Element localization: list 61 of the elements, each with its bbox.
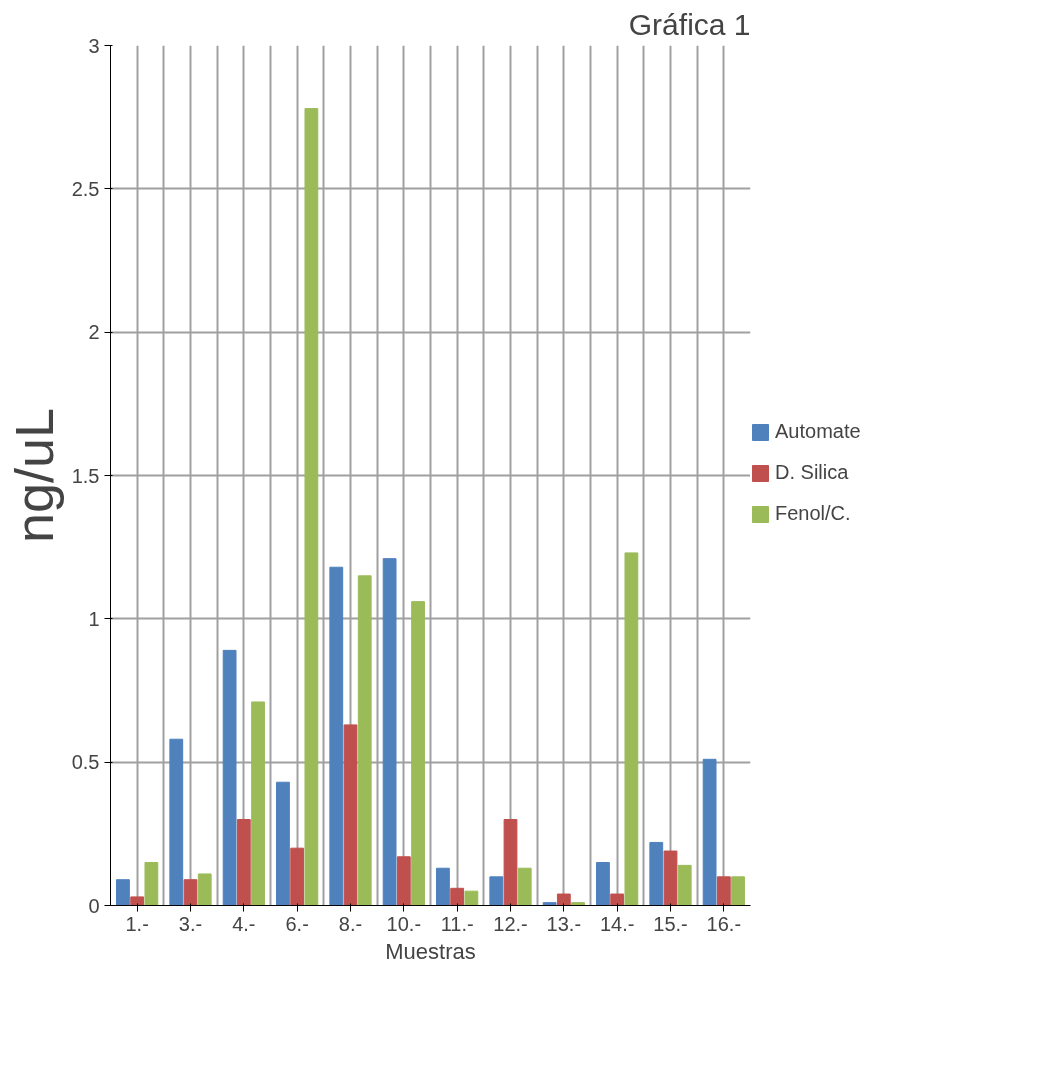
x-tick-label: 14.- <box>599 912 635 935</box>
bar <box>716 876 731 906</box>
bar <box>382 558 397 906</box>
x-tick-label: 6.- <box>285 912 309 935</box>
bar <box>702 758 717 906</box>
bar <box>649 841 664 906</box>
x-tick-label: 12.- <box>493 912 528 935</box>
bar <box>436 867 450 906</box>
bar <box>464 890 479 906</box>
bar <box>517 867 532 906</box>
x-tick-label: 4.- <box>232 912 256 935</box>
legend-label: Fenol/C. <box>775 502 851 525</box>
y-tick-label: 0 <box>88 894 100 917</box>
bar <box>624 552 639 906</box>
bar <box>489 876 504 906</box>
bar <box>542 902 557 906</box>
bar <box>450 887 465 906</box>
bar <box>130 896 145 906</box>
x-tick-label: 16.- <box>706 912 742 935</box>
legend-label: D. Silica <box>775 461 849 484</box>
chart-title: Gráfica 1 <box>628 7 751 41</box>
x-tick-label: 1.- <box>125 912 149 935</box>
bar <box>144 862 159 906</box>
bar <box>596 862 610 906</box>
x-tick-label: 11.- <box>440 912 474 935</box>
bar <box>396 856 411 906</box>
bar <box>251 701 265 906</box>
y-tick-label: 2.5 <box>71 177 100 200</box>
bar <box>663 850 678 906</box>
bar <box>197 873 212 906</box>
bar <box>571 902 585 906</box>
bar <box>290 847 305 906</box>
bar <box>183 879 198 906</box>
bar <box>731 876 745 906</box>
x-tick-label: 13.- <box>546 912 582 935</box>
bar <box>304 108 319 906</box>
y-axis-title: ng/uL <box>3 407 64 544</box>
bar <box>169 738 184 906</box>
bar <box>503 819 518 906</box>
bar <box>329 566 344 906</box>
x-axis-title: Muestras <box>385 938 476 964</box>
bar <box>556 893 571 906</box>
bar <box>411 601 425 906</box>
bar <box>236 819 251 906</box>
y-tick-label: 2 <box>88 321 100 344</box>
x-tick-label: 15.- <box>653 912 688 935</box>
y-tick-label: 1 <box>88 607 100 630</box>
x-tick-label: 8.- <box>338 912 363 935</box>
bar <box>222 649 237 906</box>
x-tick-label: 10.- <box>386 912 422 935</box>
bar <box>276 781 290 906</box>
bar <box>357 575 372 906</box>
bar <box>610 893 625 906</box>
legend-label: Automate <box>775 420 861 443</box>
x-tick-label: 3.- <box>178 912 203 935</box>
y-tick-label: 1.5 <box>71 464 100 487</box>
bar <box>116 879 130 906</box>
y-tick-label: 3 <box>88 34 100 57</box>
bar <box>343 724 358 906</box>
y-tick-label: 0.5 <box>71 751 100 774</box>
bar <box>677 864 692 906</box>
